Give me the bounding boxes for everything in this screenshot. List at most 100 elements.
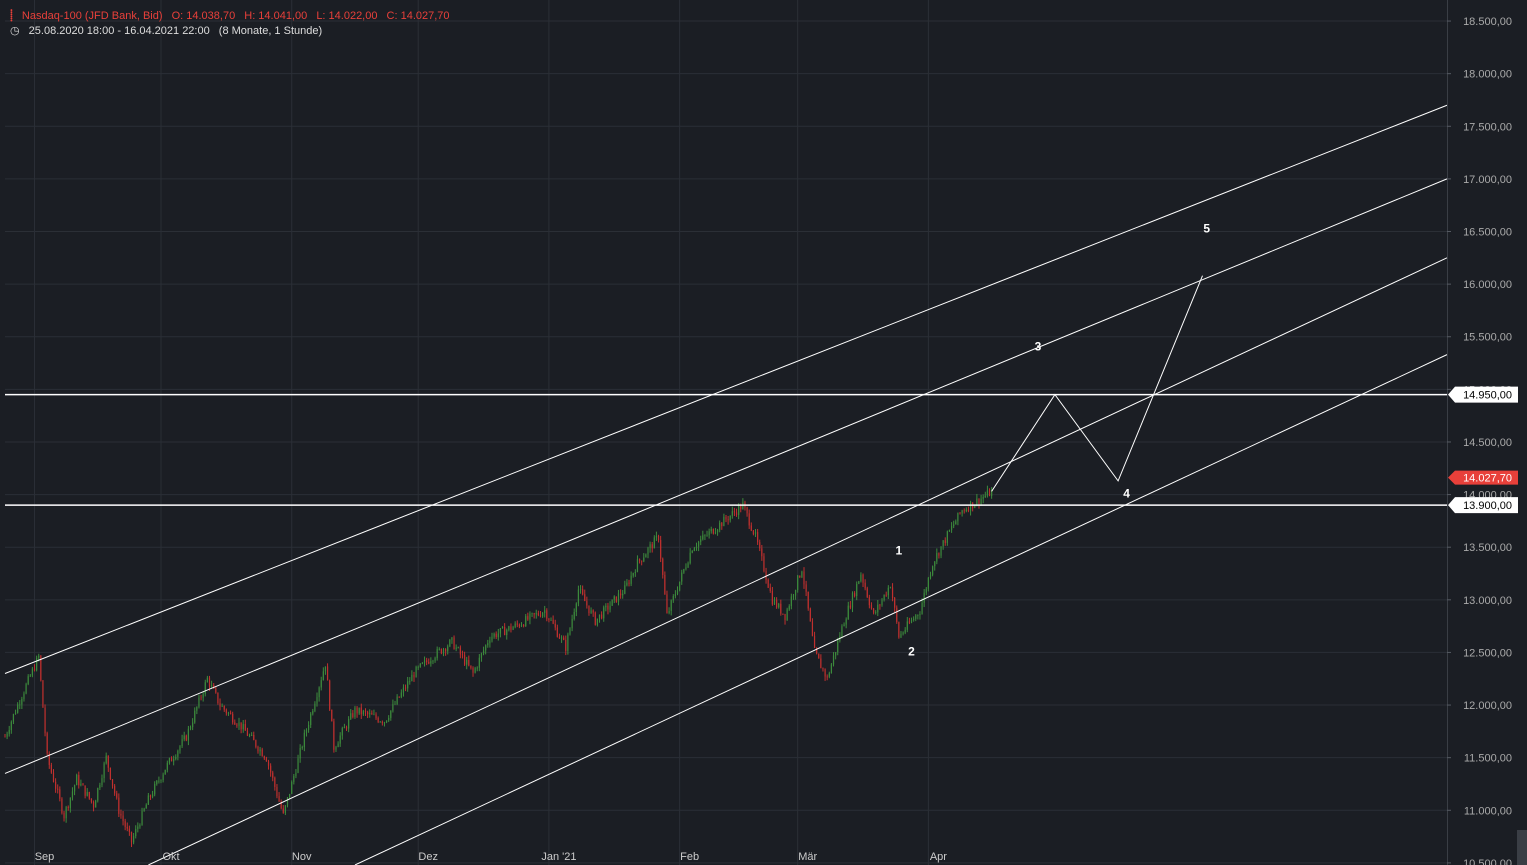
candle-body xyxy=(984,495,986,498)
price-tick-label: 18.000,00 xyxy=(1463,69,1512,81)
candle-body xyxy=(801,571,803,578)
candle-body xyxy=(59,789,61,799)
candle-body xyxy=(921,602,923,614)
candle-body xyxy=(596,618,599,625)
candle-body xyxy=(729,515,731,521)
price-tick-label: 13.000,00 xyxy=(1463,595,1512,607)
candle-body xyxy=(470,665,472,668)
candle-body xyxy=(771,590,773,605)
candle-body xyxy=(881,599,883,606)
candle-body xyxy=(147,795,149,805)
candle-body xyxy=(695,546,698,549)
candle-body xyxy=(385,720,388,723)
candle-body xyxy=(88,792,90,799)
candle-body xyxy=(963,510,965,512)
candle-body xyxy=(497,633,499,638)
clock-icon: ◷ xyxy=(10,25,20,37)
candle-body xyxy=(103,763,105,779)
candle-body xyxy=(449,639,451,647)
candle-body xyxy=(261,749,263,757)
candle-body xyxy=(432,660,434,662)
candle-body xyxy=(400,692,402,698)
candle-body xyxy=(312,711,314,714)
candle-body xyxy=(976,498,978,505)
candle-body xyxy=(723,516,725,527)
candle-body xyxy=(318,687,320,698)
candle-body xyxy=(862,574,864,583)
candle-body xyxy=(668,611,670,614)
candle-body xyxy=(919,613,921,616)
candle-body xyxy=(248,735,251,737)
candle-body xyxy=(609,605,611,610)
candle-body xyxy=(929,574,932,578)
candle-body xyxy=(493,633,495,637)
candle-body xyxy=(601,614,603,619)
candle-body xyxy=(780,603,782,614)
candle-body xyxy=(337,743,339,748)
candle-body xyxy=(128,828,130,832)
candle-body xyxy=(10,721,12,731)
candle-body xyxy=(563,637,565,640)
candle-body xyxy=(206,677,208,683)
candle-body xyxy=(451,637,453,640)
candle-body xyxy=(681,572,683,582)
candle-body xyxy=(390,710,392,718)
channel-line xyxy=(354,354,1448,865)
candle-body xyxy=(232,714,234,723)
symbol-name: Nasdaq-100 (JFD Bank, Bid) xyxy=(21,10,163,22)
candle-body xyxy=(643,557,645,562)
candle-body xyxy=(151,794,154,797)
candle-body xyxy=(379,721,381,723)
candle-body xyxy=(630,575,632,584)
candle-body xyxy=(662,558,664,575)
candle-body xyxy=(660,540,662,559)
level-price-box xyxy=(1448,386,1518,403)
wave-projection-path xyxy=(991,275,1203,492)
candle-body xyxy=(710,528,712,532)
candle-body xyxy=(588,605,590,614)
candle-body xyxy=(786,609,788,620)
candle-body xyxy=(533,613,535,615)
candle-body xyxy=(162,774,164,781)
candle-body xyxy=(832,655,835,665)
candle-body xyxy=(286,797,289,806)
time-axis-label: Feb xyxy=(680,851,699,863)
candle-body xyxy=(333,721,335,750)
candle-body xyxy=(961,510,963,514)
candle-body xyxy=(99,785,101,789)
candle-body xyxy=(598,614,601,619)
candle-body xyxy=(48,753,50,765)
candle-body xyxy=(23,693,25,699)
candle-body xyxy=(784,614,786,620)
candle-body xyxy=(130,831,133,843)
candle-body xyxy=(229,712,232,715)
candle-body xyxy=(345,727,348,729)
candle-body xyxy=(856,583,858,596)
candle-body xyxy=(887,587,889,596)
candle-body xyxy=(46,733,48,754)
candle-body xyxy=(579,589,582,590)
candle-body xyxy=(792,595,795,597)
candle-body xyxy=(124,821,126,827)
candle-body xyxy=(632,573,634,576)
candle-body xyxy=(196,706,198,711)
price-tick-label: 14.500,00 xyxy=(1463,437,1512,449)
high-value: H: 14.041,00 xyxy=(244,10,308,22)
candle-body xyxy=(242,724,244,730)
candle-body xyxy=(71,791,74,798)
candle-body xyxy=(733,511,736,513)
candle-body xyxy=(189,727,192,729)
candle-body xyxy=(472,667,474,673)
candle-body xyxy=(571,618,573,629)
candle-body xyxy=(835,652,837,656)
last-price-label: 14.027,70 xyxy=(1463,473,1512,485)
open-value: O: 14.038,70 xyxy=(171,10,236,22)
candle-body xyxy=(52,772,55,782)
price-tick-label: 10.500,00 xyxy=(1463,858,1512,865)
candle-body xyxy=(750,525,752,531)
candle-body xyxy=(803,571,805,585)
candle-body xyxy=(373,714,375,716)
candle-body xyxy=(948,530,951,532)
candle-body xyxy=(641,560,643,562)
